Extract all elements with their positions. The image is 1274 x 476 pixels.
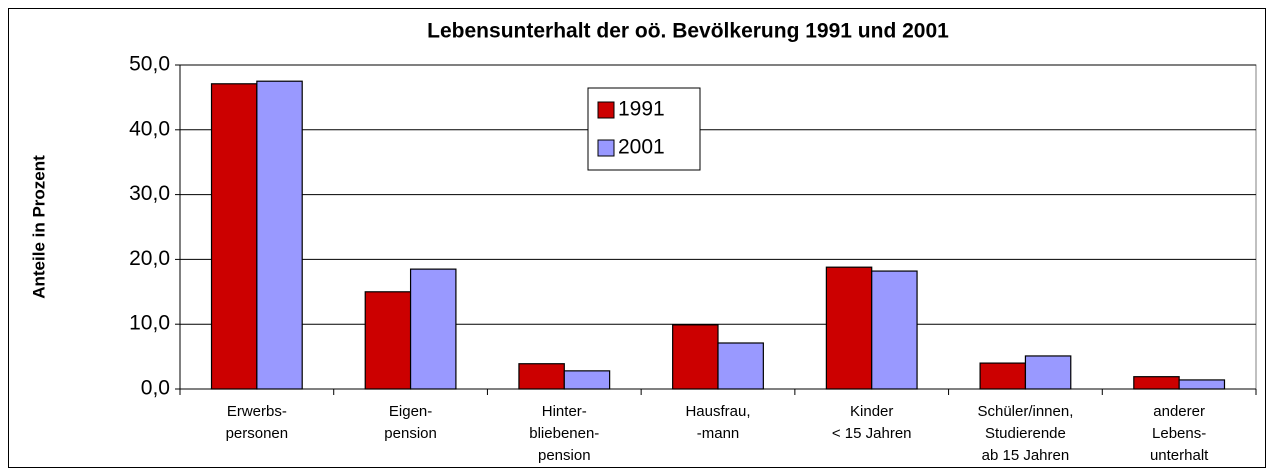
x-tick-label: bliebenen- [529,425,599,442]
x-tick-label: Studierende [985,425,1066,442]
bar [1024,355,1072,390]
legend-label: 2001 [618,136,665,159]
bar [979,362,1027,390]
y-tick-label: 50,0 [129,53,170,76]
chart-title: Lebensunterhalt der oö. Bevölkerung 1991… [427,20,949,43]
legend-label: 1991 [618,98,665,121]
bar [717,342,764,390]
x-tick-label: Lebens- [1152,425,1206,442]
bar [364,291,412,390]
bar [256,80,303,390]
x-tick-label: personen [226,425,289,442]
bar [672,324,719,390]
y-tick-label: 20,0 [129,247,170,270]
bar [871,270,918,390]
legend-swatch [597,139,615,157]
y-tick-label: 0,0 [141,377,170,400]
x-tick-label: pension [384,425,437,442]
x-tick-label: Hinter- [542,403,587,420]
x-tick-label: Eigen- [389,403,432,420]
bar [563,370,611,390]
legend-swatch [597,101,615,119]
y-axis-label: Anteile in Prozent [29,155,48,299]
x-tick-label: -mann [697,425,740,442]
x-tick-label: Kinder [850,403,893,420]
y-tick-label: 30,0 [129,182,170,205]
y-tick-label: 40,0 [129,117,170,140]
y-tick-label: 10,0 [129,312,170,335]
bar [1133,376,1180,390]
bar [409,268,457,390]
x-tick-label: Schüler/innen, [977,403,1073,420]
x-tick-label: Erwerbs- [227,403,287,420]
x-tick-label: ab 15 Jahren [982,447,1070,464]
x-tick-label: < 15 Jahren [832,425,912,442]
x-tick-label: pension [538,447,591,464]
x-tick-label: anderer [1153,403,1205,420]
bar [518,363,565,390]
x-tick-label: unterhalt [1150,447,1209,464]
bar [210,83,258,390]
bar [825,266,873,390]
x-tick-label: Hausfrau, [685,403,750,420]
bar [1178,379,1226,390]
